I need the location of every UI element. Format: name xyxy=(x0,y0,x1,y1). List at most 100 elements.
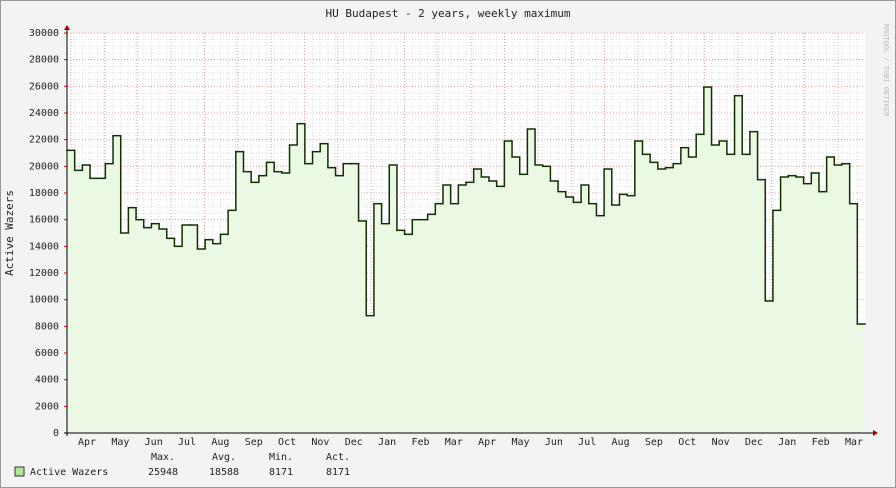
x-tick-label: Mar xyxy=(445,437,463,448)
legend-label: Active Wazers xyxy=(30,467,108,478)
y-tick-label: 10000 xyxy=(29,295,59,306)
area xyxy=(90,178,98,433)
x-tick-label: Jun xyxy=(545,437,563,448)
area xyxy=(304,163,313,433)
area xyxy=(343,163,352,433)
x-tick-label: Apr xyxy=(478,437,496,448)
chart-title: HU Budapest - 2 years, weekly maximum xyxy=(325,7,570,20)
area xyxy=(228,210,237,433)
area xyxy=(535,165,544,433)
area xyxy=(266,162,275,434)
area xyxy=(450,203,459,433)
area xyxy=(657,169,666,433)
area xyxy=(757,179,766,433)
area xyxy=(611,205,620,433)
stat-value: 8171 xyxy=(326,467,350,478)
x-tick-label: Apr xyxy=(78,437,96,448)
area xyxy=(788,175,797,433)
area xyxy=(128,207,137,433)
area xyxy=(97,178,106,433)
area xyxy=(634,141,643,433)
area xyxy=(550,181,559,433)
stat-value: 25948 xyxy=(148,467,178,478)
area xyxy=(772,210,781,433)
x-tick-label: Jul xyxy=(178,437,196,448)
area xyxy=(427,214,436,433)
x-tick-label: May xyxy=(511,437,529,448)
x-tick-label: Jun xyxy=(145,437,163,448)
side-note: RRDTOOL / TOBI OETIKER xyxy=(882,24,890,118)
area xyxy=(412,219,421,433)
area xyxy=(166,238,175,433)
area xyxy=(74,170,83,434)
area xyxy=(780,177,789,433)
area xyxy=(404,234,413,433)
area xyxy=(366,315,375,433)
area xyxy=(565,197,574,433)
area xyxy=(220,234,229,433)
x-tick-label: Dec xyxy=(745,437,763,448)
area xyxy=(841,163,850,433)
area xyxy=(803,183,812,433)
area xyxy=(274,171,283,433)
area xyxy=(151,223,160,433)
area xyxy=(458,185,467,433)
area xyxy=(512,157,521,433)
area xyxy=(442,185,451,433)
stat-value: 18588 xyxy=(209,467,239,478)
area xyxy=(811,173,820,433)
area xyxy=(573,202,582,433)
area xyxy=(105,163,114,433)
area xyxy=(519,174,528,434)
x-tick-label: Feb xyxy=(411,437,429,448)
area xyxy=(849,203,858,433)
area xyxy=(182,225,191,433)
stat-header: Min. xyxy=(269,452,293,463)
area xyxy=(857,324,866,433)
stat-header: Avg. xyxy=(212,452,236,463)
area xyxy=(189,225,198,433)
area xyxy=(596,215,605,433)
area xyxy=(174,246,183,433)
area xyxy=(281,173,290,433)
y-tick-label: 4000 xyxy=(35,375,59,386)
area xyxy=(197,249,206,433)
y-tick-label: 30000 xyxy=(29,28,59,39)
y-tick-label: 16000 xyxy=(29,215,59,226)
y-tick-label: 24000 xyxy=(29,108,59,119)
area xyxy=(703,87,712,433)
area xyxy=(212,243,221,433)
x-tick-label: May xyxy=(111,437,129,448)
area xyxy=(581,185,590,433)
area xyxy=(136,219,145,433)
area xyxy=(389,165,398,433)
area xyxy=(665,167,674,433)
area xyxy=(320,143,329,433)
area xyxy=(673,163,682,433)
area xyxy=(205,239,214,433)
area xyxy=(396,230,405,433)
area xyxy=(795,177,804,433)
area xyxy=(251,182,260,433)
y-tick-label: 22000 xyxy=(29,135,59,146)
area xyxy=(297,123,306,434)
legend-swatch xyxy=(14,466,25,477)
stat-value: 8171 xyxy=(269,467,293,478)
area xyxy=(765,301,774,433)
area xyxy=(688,157,697,433)
area xyxy=(558,191,567,433)
area xyxy=(749,131,758,433)
y-tick-label: 2000 xyxy=(35,401,59,412)
area xyxy=(67,150,75,434)
area xyxy=(82,165,91,433)
y-axis-label: Active Wazers xyxy=(3,190,16,276)
area xyxy=(381,223,390,433)
area xyxy=(159,229,168,433)
x-tick-label: Oct xyxy=(678,437,696,448)
arrow xyxy=(64,25,70,30)
area xyxy=(435,203,444,433)
x-tick-label: Jul xyxy=(578,437,596,448)
area xyxy=(419,219,428,433)
stat-header: Act. xyxy=(326,452,350,463)
